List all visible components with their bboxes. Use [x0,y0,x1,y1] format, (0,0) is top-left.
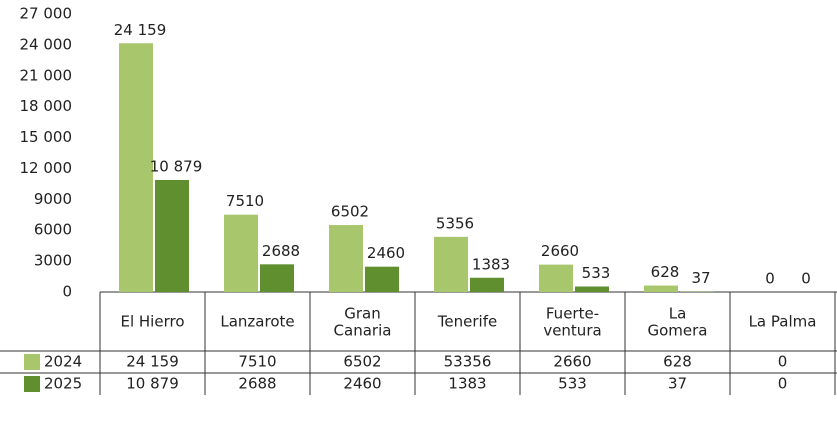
bar [119,43,153,293]
table-cell: 6502 [343,353,381,371]
y-tick-label: 21 000 [20,66,73,84]
table-cell: 7510 [238,353,276,371]
bar [575,286,609,292]
data-label: 2688 [262,242,300,260]
bar [365,266,399,292]
legend-swatch [24,354,40,370]
data-label: 6502 [331,203,369,221]
data-label: 37 [691,269,710,287]
y-tick-label: 9000 [34,190,72,208]
bar [155,179,189,292]
table-cell: 628 [663,353,692,371]
table-cell: 2660 [553,353,591,371]
data-label: 24 159 [114,21,167,39]
data-label: 2660 [541,242,579,260]
legend-label: 2025 [44,375,82,393]
y-tick-label: 12 000 [20,159,73,177]
table-cell: 533 [558,375,587,393]
x-tick-label: Gran Canaria [334,304,392,339]
x-tick-label: Fuerte-ventura [543,304,601,339]
data-label: 0 [765,270,775,288]
bar [539,264,573,292]
y-tick-label: 15 000 [20,128,73,146]
table-cell: 10 879 [126,375,179,393]
table-cell: 1383 [448,375,486,393]
table-cell: 24 159 [126,353,179,371]
x-tick-label: Tenerife [437,313,497,331]
data-label: 533 [582,264,611,282]
bar [224,214,258,292]
bar [329,225,363,292]
legend-swatch [24,376,40,392]
bar [434,236,468,292]
y-tick-label: 18 000 [20,97,73,115]
table-cell: 0 [778,353,788,371]
legend-label: 2024 [44,353,82,371]
bar [644,285,678,292]
bar [470,277,504,292]
table-cell: 2688 [238,375,276,393]
x-tick-label: La Gomera [648,304,708,339]
data-label: 1383 [472,255,510,273]
data-label: 2460 [367,244,405,262]
x-tick-label: El Hierro [120,313,184,331]
table-cell: 2460 [343,375,381,393]
table-cell: 53356 [444,353,492,371]
y-tick-label: 6000 [34,221,72,239]
data-label: 7510 [226,192,264,210]
data-label: 10 879 [150,157,203,175]
data-label: 628 [651,263,680,281]
data-label: 5356 [436,214,474,232]
y-tick-label: 27 000 [20,5,73,23]
y-tick-label: 3000 [34,252,72,270]
table-cell: 37 [668,375,687,393]
y-tick-label: 0 [62,283,72,301]
bar [260,264,294,292]
x-tick-label: La Palma [749,313,817,331]
table-cell: 0 [778,375,788,393]
data-label: 0 [801,270,811,288]
y-tick-label: 24 000 [20,35,73,53]
x-tick-label: Lanzarote [220,313,294,331]
